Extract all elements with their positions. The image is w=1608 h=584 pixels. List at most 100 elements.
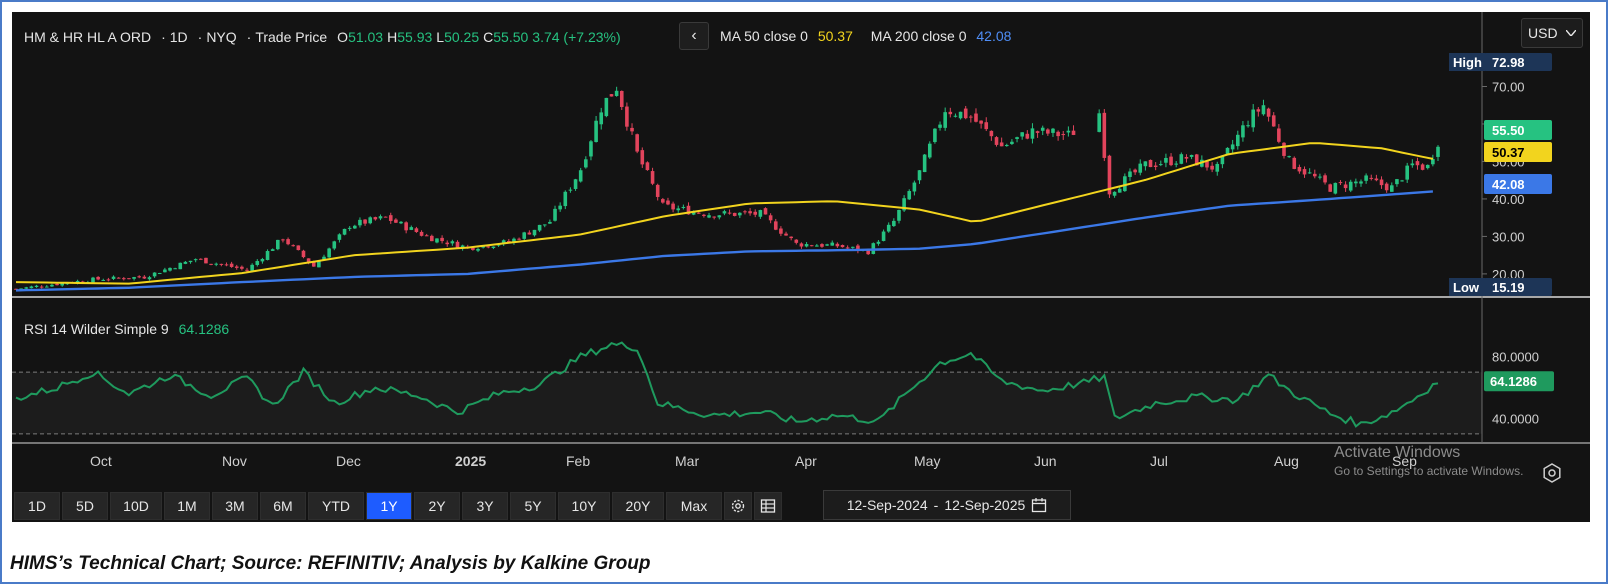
candle-body <box>671 203 675 210</box>
candle-body <box>1184 156 1189 159</box>
candle-body <box>1123 176 1127 192</box>
candle-body <box>142 276 147 279</box>
candle-body <box>599 112 604 125</box>
candle-body <box>245 269 249 271</box>
range-button-3y[interactable]: 3Y <box>462 492 508 520</box>
range-button-ytd[interactable]: YTD <box>308 492 364 520</box>
candle-body <box>414 228 419 232</box>
candle-body <box>738 212 742 216</box>
ma50-line <box>15 142 1434 285</box>
candle-body <box>122 278 126 280</box>
candle-body <box>1153 165 1158 167</box>
candle-body <box>666 200 670 205</box>
range-button-5y[interactable]: 5Y <box>510 492 556 520</box>
range-button-1y[interactable]: 1Y <box>366 492 412 520</box>
candle-body <box>1246 125 1250 127</box>
candle-body <box>1287 156 1291 158</box>
candle-body <box>1425 164 1430 169</box>
range-button-2y[interactable]: 2Y <box>414 492 460 520</box>
candle-body <box>1389 185 1394 192</box>
chart-canvas[interactable]: 70.0060.0050.0040.0030.0020.0072.98High5… <box>12 12 1590 522</box>
rsi-label: RSI 14 Wilder Simple 9 <box>24 321 169 337</box>
candle-body <box>270 249 275 251</box>
time-axis-label: 2025 <box>455 453 486 469</box>
candle-body <box>625 106 629 127</box>
candle-body <box>1235 134 1240 147</box>
candle-body <box>1230 144 1235 150</box>
candle-body <box>1148 159 1153 168</box>
candle-body <box>1066 130 1071 133</box>
range-button-1m[interactable]: 1M <box>164 492 210 520</box>
range-button-max[interactable]: Max <box>666 492 722 520</box>
candle-body <box>358 219 362 226</box>
ma200-line <box>15 190 1433 292</box>
candle-body <box>650 171 655 184</box>
candle-body <box>106 279 111 281</box>
range-button-10d[interactable]: 10D <box>110 492 162 520</box>
candle-body <box>897 209 901 221</box>
low-value: 50.25 <box>444 29 480 45</box>
calendar-icon[interactable] <box>1031 497 1047 513</box>
candle-body <box>501 240 506 245</box>
candle-body <box>912 182 917 192</box>
candle-body <box>286 239 290 245</box>
candle-body <box>850 246 855 248</box>
candle-body <box>491 246 496 248</box>
candle-body <box>80 281 85 283</box>
range-button-1d[interactable]: 1D <box>14 492 60 520</box>
candle-body <box>845 247 850 249</box>
range-button-3m[interactable]: 3M <box>212 492 258 520</box>
candle-body <box>373 217 378 220</box>
candle-body <box>830 242 835 246</box>
candle-body <box>1343 184 1348 189</box>
candle-body <box>1107 155 1112 195</box>
last-price-tag-bg <box>1484 120 1552 140</box>
table-icon[interactable] <box>754 492 782 520</box>
range-button-6m[interactable]: 6M <box>260 492 306 520</box>
candle-body <box>116 277 121 279</box>
range-button-20y[interactable]: 20Y <box>612 492 664 520</box>
collapse-legend-button[interactable]: ‹ <box>679 22 709 50</box>
candle-body <box>969 116 973 118</box>
currency-select[interactable]: USD <box>1521 18 1583 48</box>
candle-body <box>548 221 552 224</box>
candle-body <box>1133 169 1137 173</box>
rsi-current-tag-bg <box>1484 371 1554 392</box>
candle-body <box>24 287 29 289</box>
gear-icon[interactable] <box>724 492 752 520</box>
candle-body <box>322 256 326 261</box>
candle-body <box>815 245 819 247</box>
candle-body <box>1117 188 1122 193</box>
price-type: Trade Price <box>255 29 328 45</box>
exchange: NYQ <box>206 29 237 45</box>
candle-body <box>640 150 645 165</box>
candle-body <box>173 268 177 270</box>
rsi-tick-label: 80.0000 <box>1492 350 1539 365</box>
candle-body <box>589 141 593 157</box>
candle-body <box>1189 154 1194 157</box>
chart-settings-icon[interactable] <box>1542 463 1562 483</box>
rsi-value: 64.1286 <box>178 321 230 337</box>
candle-body <box>1374 178 1379 181</box>
candle-body <box>537 224 542 231</box>
chart-app: 70.0060.0050.0040.0030.0020.0072.98High5… <box>12 12 1590 522</box>
candle-body <box>1040 127 1045 131</box>
candle-body <box>840 244 845 248</box>
candle-body <box>1348 181 1353 191</box>
range-button-10y[interactable]: 10Y <box>558 492 610 520</box>
candle-body <box>542 224 547 226</box>
range-button-5d[interactable]: 5D <box>62 492 108 520</box>
candle-body <box>558 205 562 210</box>
candle-body <box>686 205 691 215</box>
candle-body <box>984 122 989 130</box>
close-value: 55.50 <box>493 29 529 45</box>
candle-body <box>522 232 527 239</box>
candle-body <box>1431 159 1435 165</box>
time-axis-label: Dec <box>336 453 361 469</box>
candle-body <box>1194 154 1199 166</box>
candle-body <box>111 276 116 279</box>
date-range-picker[interactable]: 12-Sep-2024 - 12-Sep-2025 <box>823 490 1071 520</box>
candle-body <box>265 251 270 260</box>
candle-body <box>892 220 896 227</box>
